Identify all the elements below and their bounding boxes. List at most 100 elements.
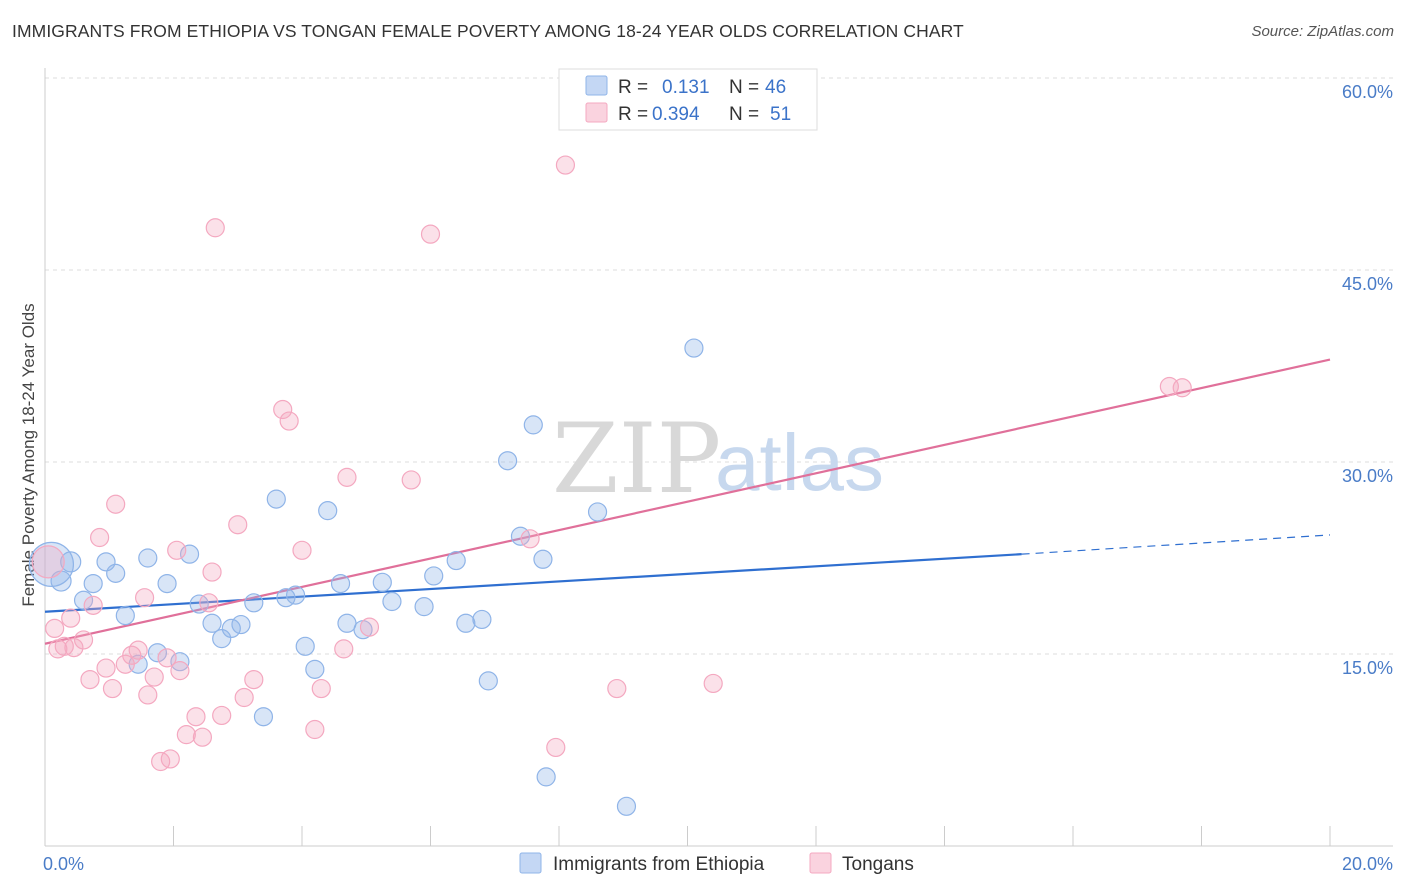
tongans-point <box>106 494 126 514</box>
ethiopia-point <box>478 671 498 691</box>
tongans-point <box>170 661 190 681</box>
ethiopia-point <box>179 544 200 564</box>
tongans-point <box>244 669 264 690</box>
ethiopia-point <box>285 585 306 605</box>
tongans-point <box>83 595 103 615</box>
tongans-point <box>1172 378 1192 398</box>
chart-title: IMMIGRANTS FROM ETHIOPIA VS TONGAN FEMAL… <box>12 21 964 41</box>
grid-lines <box>45 77 1393 655</box>
ethiopia-point <box>472 609 492 630</box>
tongans-point <box>555 155 576 175</box>
tongans-point <box>73 630 94 650</box>
tongans-point <box>212 705 232 726</box>
legend-r-label-2: R = <box>618 104 648 125</box>
tongans-point <box>192 727 213 747</box>
ethiopia-point <box>337 613 357 633</box>
legend-n-value-tongans: 51 <box>770 104 791 125</box>
ethiopia-point <box>616 796 637 816</box>
tongans-point <box>128 640 148 660</box>
tongans-point <box>80 669 100 690</box>
ethiopia-point <box>372 572 392 592</box>
tongans-point <box>134 588 155 608</box>
ethiopia-point <box>456 613 476 633</box>
ethiopia-point <box>106 563 126 583</box>
ethiopia-point <box>157 573 177 594</box>
tongans-point <box>96 658 116 678</box>
tongans-point <box>160 749 180 769</box>
legend-r-value-ethiopia: 0.131 <box>662 77 710 98</box>
tongans-point <box>311 678 331 699</box>
tongans-point <box>334 639 354 659</box>
ethiopia-point <box>244 593 264 613</box>
ethiopia-point <box>212 629 232 649</box>
tongans-point <box>90 527 110 548</box>
ethiopia-point <box>305 659 325 679</box>
tongans-point <box>64 637 84 658</box>
ethiopia-point <box>83 573 103 594</box>
ethiopia-point <box>147 643 168 663</box>
tongans-point <box>228 515 248 535</box>
legend-box: R = 0.131 N = 46 R = 0.394 N = 51 <box>558 68 818 131</box>
watermark-atlas: atlas <box>715 418 884 507</box>
x-tick-labels: 0.0% 20.0% <box>43 854 1393 874</box>
bottom-legend: Immigrants from Ethiopia Tongans <box>519 852 914 875</box>
ethiopia-point <box>684 338 704 358</box>
ethiopia-point <box>498 451 518 471</box>
ethiopia-trend-extension <box>1021 534 1331 555</box>
ethiopia-point <box>202 613 222 633</box>
ethiopia-point <box>446 550 466 571</box>
tongans-point <box>703 673 723 694</box>
tongans-point <box>167 540 187 560</box>
tongans-point <box>279 411 299 431</box>
tongans-point <box>144 667 164 687</box>
tongans-point <box>607 678 627 699</box>
legend-swatch-tongans <box>585 102 608 123</box>
tongans-point <box>546 737 566 758</box>
legend-r-value-tongans: 0.394 <box>652 104 700 125</box>
legend-r-label-1: R = <box>618 77 648 98</box>
tongans-point <box>292 540 312 560</box>
y-axis-label: Female Poverty Among 18-24 Year Olds <box>19 303 38 606</box>
ethiopia-point <box>138 548 158 568</box>
tongans-point <box>48 639 68 659</box>
ethiopia-point <box>382 591 402 612</box>
x-tick-label: 0.0% <box>43 854 84 874</box>
ethiopia-point <box>221 618 241 639</box>
ethiopia-point <box>231 614 251 635</box>
tongans-point <box>31 545 65 579</box>
watermark: ZIP atlas <box>552 403 884 515</box>
bottom-legend-label-ethiopia: Immigrants from Ethiopia <box>553 854 765 875</box>
ethiopia-point <box>523 415 543 435</box>
tongans-point <box>337 467 357 487</box>
tongans-point <box>45 618 65 639</box>
tongans-point <box>359 617 380 637</box>
ethiopia-point <box>60 551 82 573</box>
watermark-zip: ZIP <box>552 403 721 515</box>
legend-n-label-2: N = <box>729 104 759 125</box>
tongans-point <box>205 218 225 238</box>
tongans-point <box>520 529 540 549</box>
ethiopia-point <box>424 566 444 586</box>
ethiopia-point <box>73 590 94 610</box>
tongans-point <box>199 593 219 613</box>
tongans-point <box>122 645 142 665</box>
ethiopia-point <box>266 489 286 509</box>
x-tick-label: 20.0% <box>1342 854 1393 874</box>
ethiopia-point <box>414 597 434 617</box>
tongans-point <box>273 399 293 420</box>
data-points <box>28 155 1192 816</box>
ethiopia-point <box>536 767 556 787</box>
y-tick-label: 15.0% <box>1342 658 1393 678</box>
tongans-point <box>61 608 81 628</box>
y-tick-labels: 15.0% 30.0% 45.0% 60.0% <box>1342 82 1393 678</box>
ethiopia-point <box>295 636 315 656</box>
tongans-point <box>138 685 158 705</box>
bottom-legend-swatch-tongans <box>809 852 832 874</box>
tongans-point <box>234 687 254 708</box>
tongans-point <box>176 725 196 745</box>
tongans-point <box>202 562 222 582</box>
ethiopia-point <box>330 573 351 594</box>
ethiopia-point <box>587 502 608 522</box>
ethiopia-point <box>533 549 553 569</box>
y-tick-label: 45.0% <box>1342 274 1393 294</box>
